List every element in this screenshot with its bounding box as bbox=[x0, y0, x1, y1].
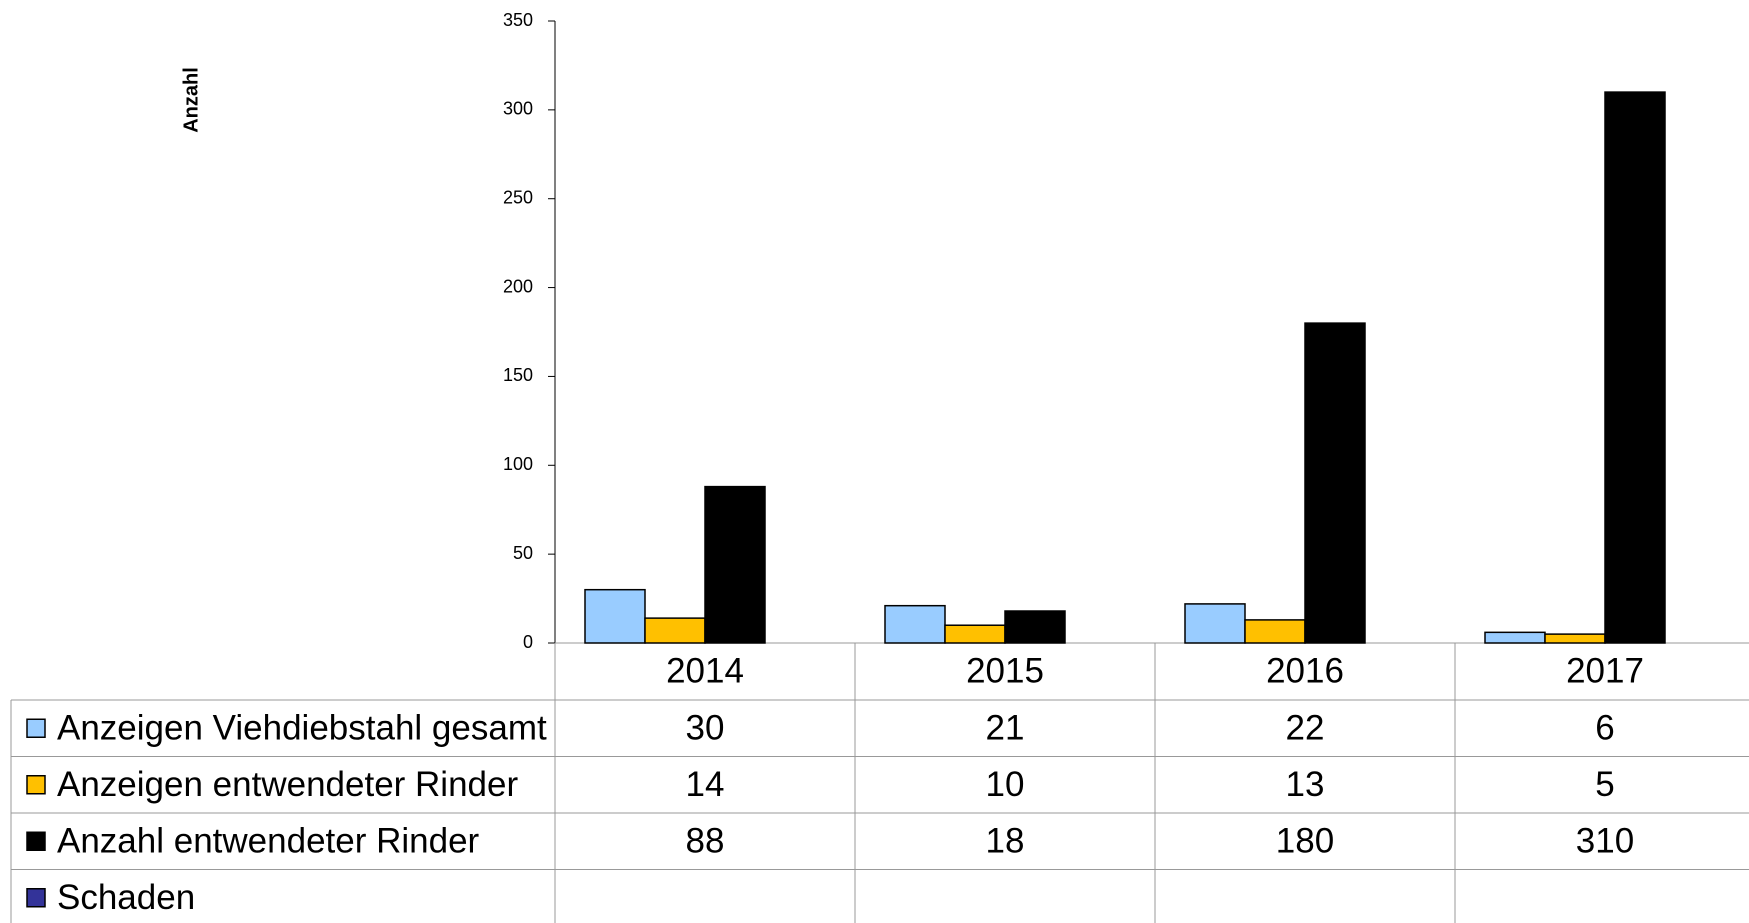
table-value: 88 bbox=[686, 822, 725, 861]
bar bbox=[884, 604, 946, 644]
table-value: 310 bbox=[1576, 822, 1634, 861]
bar bbox=[704, 485, 766, 644]
legend-swatch bbox=[26, 775, 46, 795]
legend-label: Anzahl entwendeter Rinder bbox=[57, 822, 480, 861]
y-tick-label: 50 bbox=[513, 543, 533, 563]
x-tick-label: 2014 bbox=[666, 651, 744, 690]
y-tick-label: 200 bbox=[503, 276, 533, 296]
y-axis-label: Anzahl bbox=[180, 67, 202, 133]
legend-label: Schaden bbox=[57, 878, 195, 917]
y-tick-label: 100 bbox=[503, 454, 533, 474]
table-value: 6 bbox=[1595, 709, 1614, 748]
bar bbox=[644, 617, 706, 644]
table-value: 5 bbox=[1595, 765, 1614, 804]
bar bbox=[1544, 633, 1606, 644]
table-value: 21 bbox=[986, 709, 1025, 748]
y-tick-label: 0 bbox=[523, 632, 533, 652]
legend-label: Anzeigen entwendeter Rinder bbox=[57, 765, 518, 804]
x-tick-label: 2016 bbox=[1266, 651, 1344, 690]
y-tick-label: 250 bbox=[503, 187, 533, 207]
y-tick-label: 300 bbox=[503, 99, 533, 119]
table-value: 18 bbox=[986, 822, 1025, 861]
x-tick-label: 2017 bbox=[1566, 651, 1644, 690]
bar bbox=[1244, 619, 1306, 644]
table-value: 30 bbox=[686, 709, 725, 748]
table-value: 10 bbox=[986, 765, 1025, 804]
y-tick-label: 150 bbox=[503, 365, 533, 385]
x-tick-label: 2015 bbox=[966, 651, 1044, 690]
legend-swatch bbox=[26, 831, 46, 851]
bar bbox=[1604, 91, 1666, 644]
table-value: 22 bbox=[1286, 709, 1325, 748]
bar bbox=[1484, 631, 1546, 644]
y-tick-label: 350 bbox=[503, 10, 533, 30]
table-value: 14 bbox=[686, 765, 725, 804]
table-value: 180 bbox=[1276, 822, 1334, 861]
bar bbox=[944, 624, 1006, 644]
legend-label: Anzeigen Viehdiebstahl gesamt bbox=[57, 709, 547, 748]
table-value: 13 bbox=[1286, 765, 1325, 804]
bar bbox=[1004, 610, 1066, 644]
bar bbox=[1304, 322, 1366, 644]
bar bbox=[584, 588, 646, 644]
legend-swatch bbox=[26, 888, 46, 908]
bar bbox=[1184, 603, 1246, 644]
legend-swatch bbox=[26, 718, 46, 738]
